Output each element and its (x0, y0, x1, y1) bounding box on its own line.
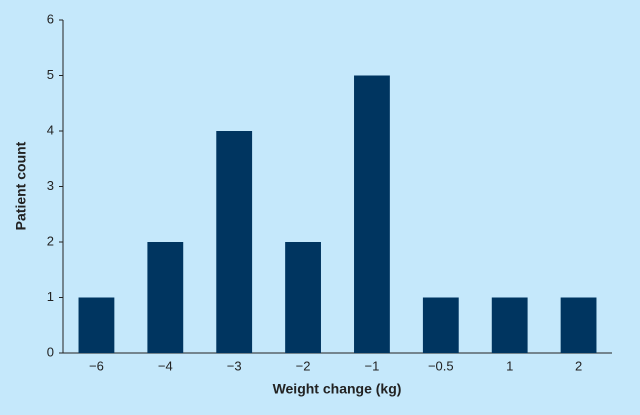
x-tick-label: −0.5 (428, 358, 454, 373)
bar (422, 297, 459, 353)
x-tick-label: −6 (89, 358, 104, 373)
y-tick-label: 5 (47, 67, 54, 82)
y-tick-label: 0 (47, 344, 54, 359)
y-tick-label: 6 (47, 11, 54, 26)
bar (285, 242, 321, 353)
x-tick-label: −4 (158, 358, 173, 373)
y-tick-label: 1 (47, 289, 54, 304)
x-tick-label: −2 (296, 358, 311, 373)
x-axis-title: Weight change (kg) (273, 381, 402, 397)
y-tick-label: 3 (47, 178, 54, 193)
bar (491, 297, 528, 353)
x-tick-label: 1 (506, 358, 513, 373)
x-tick-label: 2 (575, 358, 582, 373)
bar (354, 75, 390, 353)
x-tick-label: −3 (227, 358, 242, 373)
y-tick-label: 4 (47, 122, 54, 137)
bar (78, 297, 115, 353)
bar (147, 242, 184, 353)
x-tick-label: −1 (365, 358, 380, 373)
y-axis-title: Patient count (13, 141, 29, 230)
bar (216, 131, 253, 353)
bar (560, 297, 597, 353)
y-tick-label: 2 (47, 233, 54, 248)
